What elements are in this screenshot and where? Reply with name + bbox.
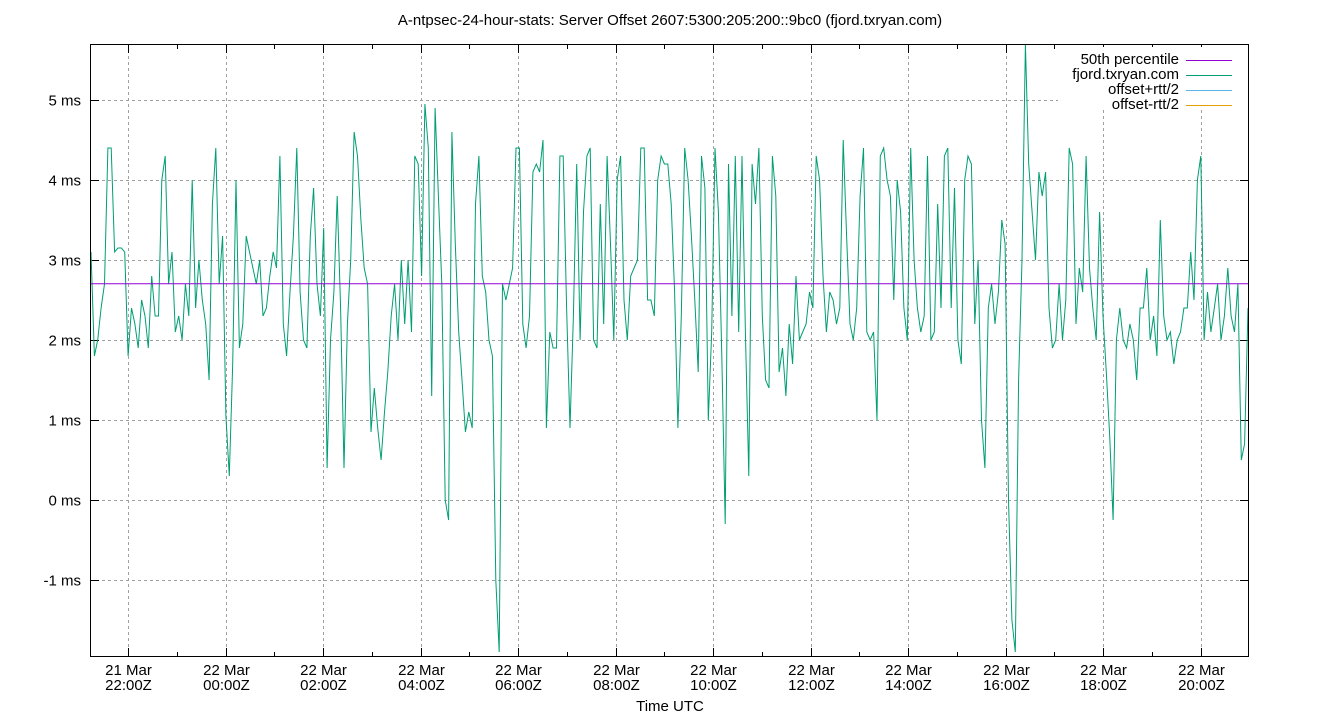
x-tick-date: 22 Mar — [495, 662, 542, 679]
x-tick-time: 02:00Z — [300, 677, 347, 694]
y-tick-label: 3 ms — [48, 253, 81, 270]
legend-label: offset-rtt/2 — [1112, 96, 1179, 113]
y-tick-label: 0 ms — [48, 493, 81, 510]
legend: 50th percentilefjord.txryan.comoffset+rt… — [1058, 47, 1248, 113]
grid-lines — [90, 44, 1249, 657]
x-tick-time: 06:00Z — [495, 677, 542, 694]
y-tick-label: -1 ms — [44, 573, 82, 590]
chart-title: A-ntpsec-24-hour-stats: Server Offset 26… — [397, 12, 943, 29]
data-series — [90, 43, 1249, 653]
x-tick-date: 22 Mar — [788, 662, 835, 679]
x-tick-time: 08:00Z — [593, 677, 640, 694]
x-tick-date: 22 Mar — [593, 662, 640, 679]
x-tick-time: 22:00Z — [105, 677, 152, 694]
x-tick-time: 14:00Z — [885, 677, 932, 694]
y-tick-label: 4 ms — [48, 173, 81, 190]
x-tick-date: 22 Mar — [690, 662, 737, 679]
x-tick-time: 18:00Z — [1080, 677, 1127, 694]
y-tick-label: 5 ms — [48, 93, 81, 110]
x-tick-date: 22 Mar — [203, 662, 250, 679]
x-tick-time: 16:00Z — [983, 677, 1030, 694]
x-tick-date: 22 Mar — [1178, 662, 1225, 679]
legend-label: fjord.txryan.com — [1072, 66, 1179, 83]
x-tick-date: 22 Mar — [398, 662, 445, 679]
y-axis-ticks: 5 ms 4 ms 3 ms 2 ms 1 ms 0 ms -1 ms — [44, 93, 1249, 590]
plot-frame — [90, 44, 1249, 657]
series-line-fjord-txryan-com — [90, 43, 1249, 653]
y-tick-label: 2 ms — [48, 333, 81, 350]
x-tick-time: 00:00Z — [203, 677, 250, 694]
y-tick-label: 1 ms — [48, 413, 81, 430]
legend-label: offset+rtt/2 — [1108, 81, 1179, 98]
x-axis-label: Time UTC — [636, 698, 704, 715]
x-tick-date: 22 Mar — [300, 662, 347, 679]
x-tick-time: 12:00Z — [788, 677, 835, 694]
x-tick-date: 22 Mar — [983, 662, 1030, 679]
x-tick-time: 04:00Z — [398, 677, 445, 694]
legend-label: 50th percentile — [1081, 51, 1179, 68]
x-tick-date: 22 Mar — [885, 662, 932, 679]
x-tick-date: 21 Mar — [105, 662, 152, 679]
x-tick-date: 22 Mar — [1080, 662, 1127, 679]
x-tick-time: 20:00Z — [1178, 677, 1225, 694]
x-tick-time: 10:00Z — [690, 677, 737, 694]
